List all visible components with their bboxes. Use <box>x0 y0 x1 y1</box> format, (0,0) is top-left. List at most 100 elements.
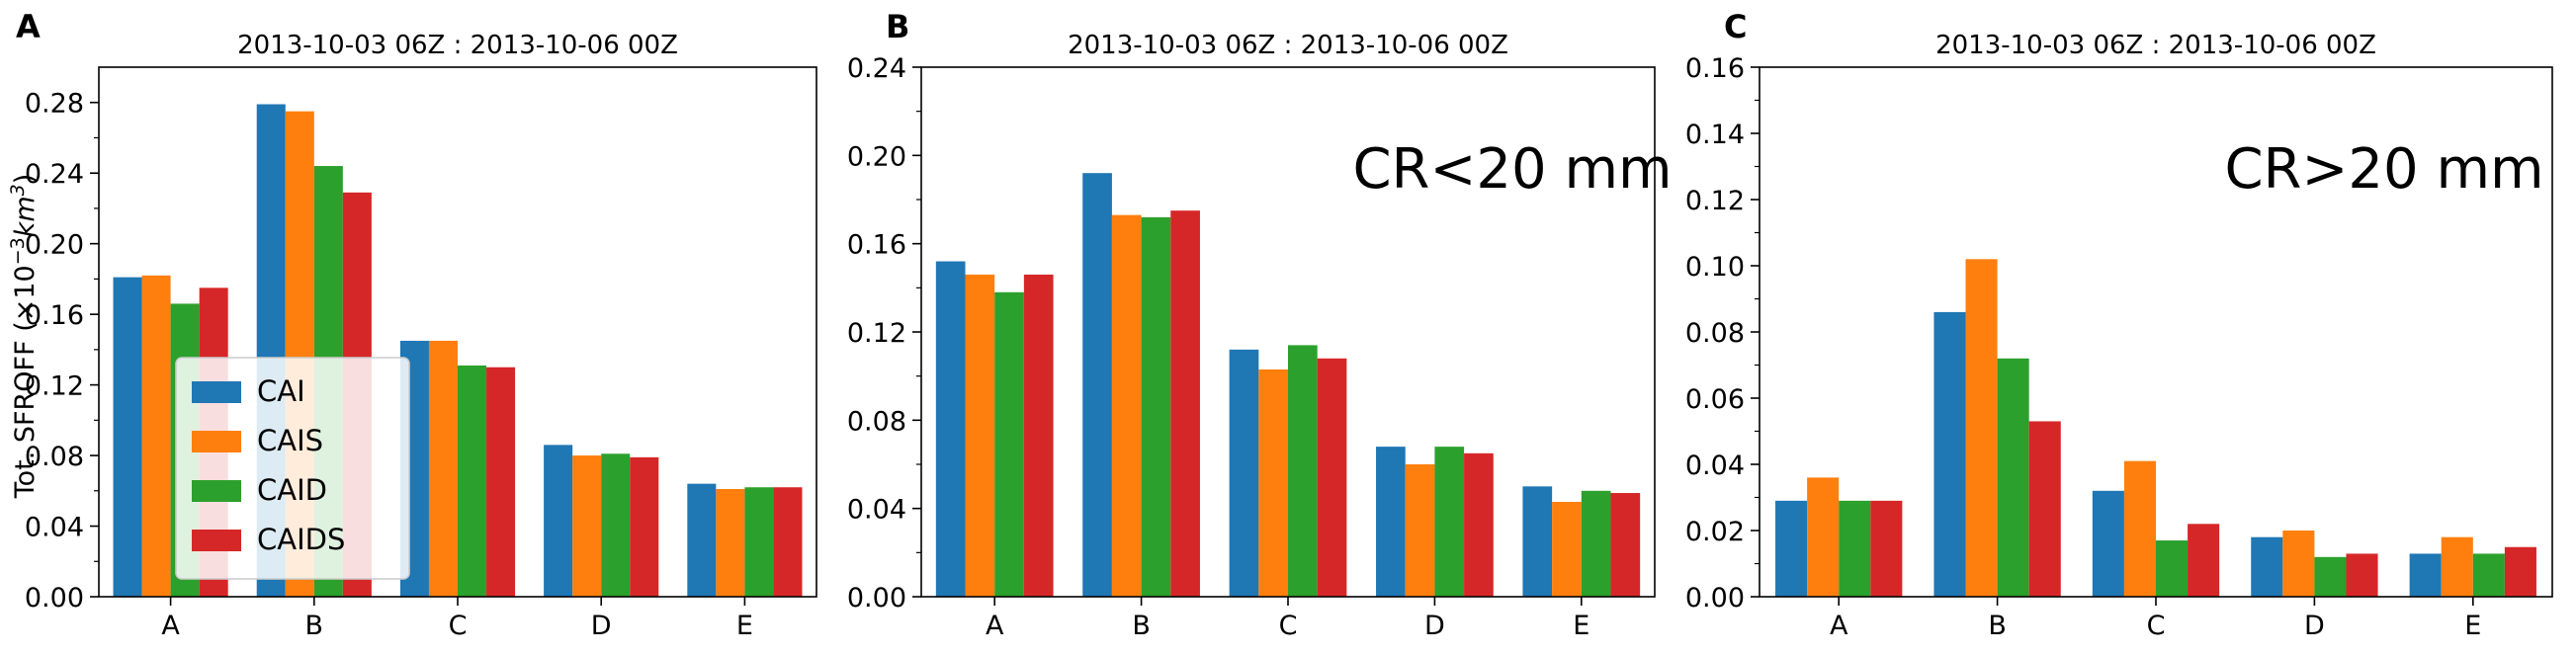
bar-b-caids-a <box>1023 274 1054 597</box>
y-tick-label: 0.10 <box>1685 252 1745 283</box>
bar-a-caid-e <box>744 487 774 597</box>
x-tick-label: D <box>1424 611 1445 641</box>
bar-b-cais-c <box>1258 369 1288 597</box>
legend-swatch-cais <box>192 431 241 452</box>
bar-c-caid-a <box>1839 500 1871 597</box>
panel-title: 2013-10-03 06Z : 2013-10-06 00Z <box>237 31 678 60</box>
bar-b-caids-d <box>1464 452 1494 597</box>
bar-a-cais-a <box>141 275 171 597</box>
x-tick-label: D <box>2304 611 2325 641</box>
x-tick-label: C <box>1279 611 1298 641</box>
legend-label-caids: CAIDS <box>257 523 345 556</box>
panel-annotation: CR<20 mm <box>1352 137 1672 202</box>
bar-c-caid-e <box>2472 553 2505 597</box>
x-tick-label: A <box>1830 611 1848 641</box>
bar-a-cais-e <box>716 489 745 597</box>
legend: CAI CAIS CAID CAIDS <box>175 357 410 580</box>
bar-b-caids-c <box>1317 358 1347 597</box>
bar-b-caids-e <box>1610 493 1641 597</box>
bar-b-caid-e <box>1581 490 1611 597</box>
panel-title: 2013-10-03 06Z : 2013-10-06 00Z <box>1935 31 2376 60</box>
y-tick-label: 0.08 <box>1685 318 1745 349</box>
y-axis-label-unit-sup: 3 <box>7 184 29 196</box>
bar-c-cai-c <box>2092 490 2124 597</box>
panel-label: A <box>16 8 41 45</box>
bar-b-caid-c <box>1288 345 1318 597</box>
y-tick-label: 0.20 <box>847 141 906 172</box>
y-tick-label: 0.12 <box>25 371 84 402</box>
y-tick-label: 0.04 <box>1685 451 1745 481</box>
panel-c: 0.00 0.02 0.04 0.06 0.08 0.10 0.12 0.14 0.16 A B C D… <box>1685 8 2553 641</box>
bar-b-caid-d <box>1434 447 1465 597</box>
x-tick-label: E <box>736 611 753 641</box>
x-tick-label: A <box>161 611 180 641</box>
y-tick-label: 0.14 <box>1685 120 1745 150</box>
y-tick-label: 0.16 <box>1685 53 1745 84</box>
bar-b-cai-e <box>1522 486 1553 597</box>
y-tick-label: 0.04 <box>847 495 906 526</box>
bar-b-cais-e <box>1552 501 1582 597</box>
bar-a-caid-c <box>458 365 487 597</box>
bar-c-caids-d <box>2346 553 2378 597</box>
y-tick-label: 0.08 <box>847 406 906 437</box>
y-tick-label: 0.08 <box>25 442 84 472</box>
y-tick-label: 0.24 <box>847 53 906 84</box>
bar-b-cai-c <box>1229 349 1259 597</box>
legend-swatch-cai <box>192 381 241 403</box>
bar-a-caid-d <box>601 453 631 597</box>
bar-c-cais-e <box>2441 536 2473 597</box>
bar-c-caid-b <box>1997 358 2029 597</box>
x-tick-label: C <box>2147 611 2166 641</box>
legend-swatch-caids <box>192 530 241 551</box>
bar-c-cai-d <box>2251 536 2283 597</box>
bar-c-cais-d <box>2282 531 2315 597</box>
bar-c-cais-b <box>1965 259 1998 597</box>
y-tick-label: 0.20 <box>25 230 84 261</box>
bar-b-cais-d <box>1405 464 1435 597</box>
legend-label-cai: CAI <box>257 374 305 408</box>
bar-a-cais-c <box>428 340 458 597</box>
y-tick-label: 0.06 <box>1685 384 1745 415</box>
bar-a-caids-d <box>630 456 659 597</box>
panel-a: 0.00 0.04 0.08 0.12 0.16 0.20 0.24 0.28 A B C D E 201… <box>16 8 817 641</box>
bar-c-cai-a <box>1775 500 1808 597</box>
bar-c-cai-b <box>1933 311 1966 597</box>
y-tick-label: 0.16 <box>25 300 84 331</box>
y-tick-label: 0.16 <box>847 230 906 261</box>
bar-b-cai-d <box>1376 447 1406 597</box>
y-tick-label: 0.04 <box>25 513 84 543</box>
panel-label: C <box>1724 8 1747 45</box>
y-tick-label: 0.00 <box>25 583 84 614</box>
bar-b-cai-b <box>1082 173 1112 597</box>
x-tick-label: E <box>1573 611 1589 641</box>
bar-c-caids-c <box>2188 524 2220 597</box>
bar-a-cai-e <box>687 483 717 597</box>
bar-c-cais-a <box>1807 477 1840 597</box>
y-tick-label: 0.24 <box>25 159 84 190</box>
legend-label-cais: CAIS <box>257 424 323 457</box>
y-tick-label: 0.28 <box>25 89 84 120</box>
panel-b: 0.00 0.04 0.08 0.12 0.16 0.20 0.24 A B C D E 2013-10… <box>847 8 1673 641</box>
bar-b-caid-b <box>1141 216 1171 597</box>
bar-a-cais-d <box>572 455 602 597</box>
bar-a-cai-d <box>544 445 573 597</box>
x-tick-label: A <box>986 611 1004 641</box>
bar-a-caids-e <box>773 487 803 597</box>
legend-label-caid: CAID <box>257 473 327 507</box>
bar-a-caids-c <box>486 367 516 597</box>
x-tick-label: B <box>1988 611 2007 641</box>
bar-b-cai-a <box>935 261 966 597</box>
bar-a-cai-a <box>113 277 142 597</box>
y-tick-label: 0.12 <box>847 318 906 349</box>
y-tick-label: 0.00 <box>1685 583 1745 614</box>
y-axis-label: Tot. SFROFF (×10−3km3) <box>7 174 41 500</box>
y-tick-label: 0.12 <box>1685 186 1745 216</box>
bar-b-cais-b <box>1111 214 1142 597</box>
y-axis-label-sup: −3 <box>7 237 29 265</box>
panel-label: B <box>886 8 909 45</box>
panel-annotation: CR>20 mm <box>2224 137 2543 202</box>
bar-b-caids-b <box>1170 210 1200 598</box>
bar-c-cai-e <box>2409 553 2442 597</box>
bar-c-caids-e <box>2504 546 2536 597</box>
